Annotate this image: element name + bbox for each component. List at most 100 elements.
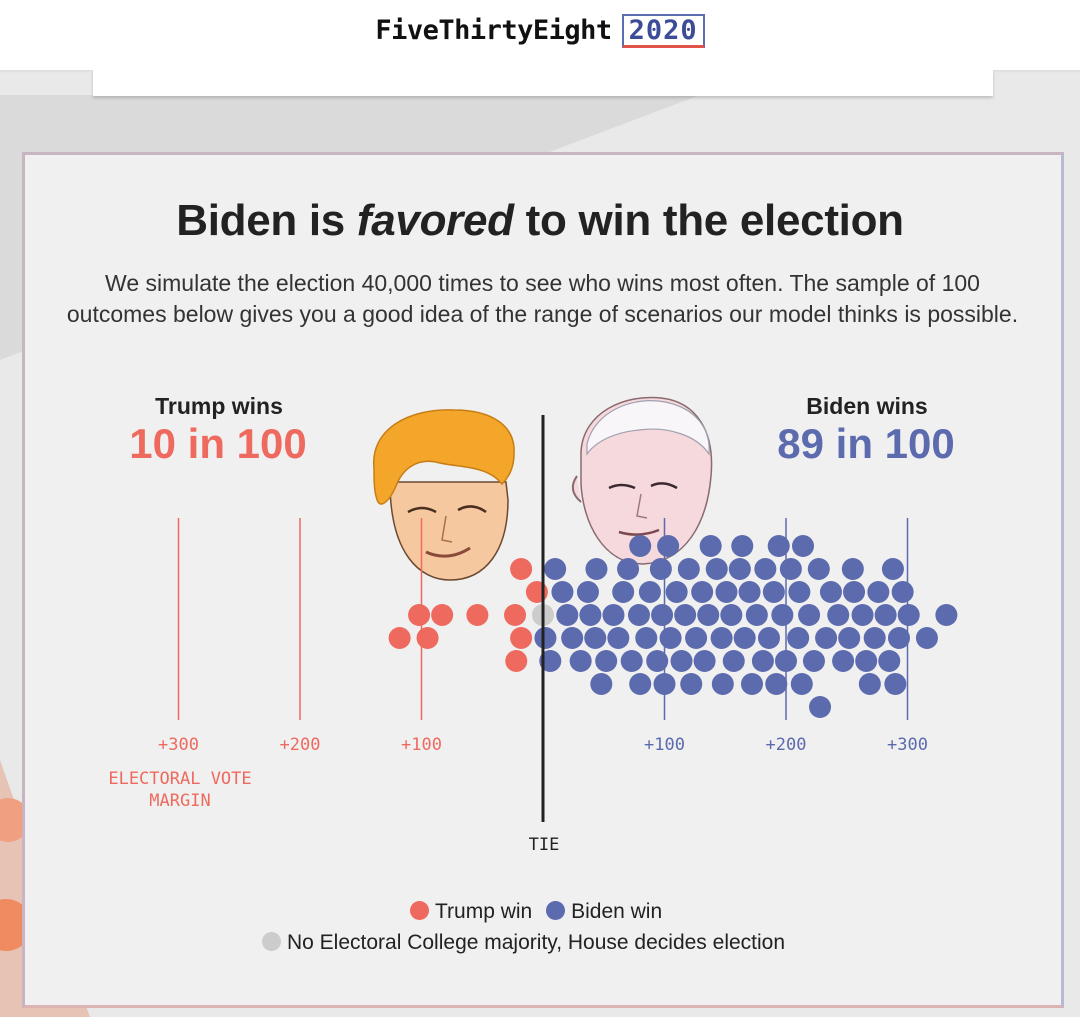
biden-outcome-dot: [765, 673, 788, 695]
biden-outcome-dot: [539, 650, 562, 672]
biden-outcome-dot: [887, 627, 910, 649]
biden-outcome-dot: [915, 627, 938, 649]
biden-outcome-dot: [792, 535, 815, 557]
tie-legend-swatch: [262, 932, 281, 951]
biden-outcome-dot: [595, 650, 618, 672]
x-axis-title: ELECTORAL VOTE MARGIN: [108, 769, 252, 811]
biden-outcome-dot: [779, 558, 802, 580]
brand-name: FiveThirtyEight: [375, 15, 612, 46]
trump-outcome-dot: [431, 604, 454, 626]
biden-outcome-dot: [891, 581, 914, 603]
previous-card: [93, 70, 993, 96]
biden-outcome-dot: [771, 604, 794, 626]
biden-wins-count: 89 in 100: [777, 420, 955, 467]
biden-outcome-dot: [657, 535, 680, 557]
biden-outcome-dot: [534, 627, 557, 649]
site-logo[interactable]: FiveThirtyEight 2020: [0, 14, 1080, 48]
biden-outcome-dot: [585, 558, 608, 580]
biden-outcome-dot: [579, 604, 602, 626]
biden-legend-swatch: [546, 901, 566, 920]
biden-outcome-dot: [602, 604, 625, 626]
biden-outcome-dot: [757, 627, 780, 649]
tie-label: TIE: [528, 835, 560, 855]
biden-outcome-dot: [635, 627, 658, 649]
biden-outcome-dot: [607, 627, 630, 649]
trump-outcome-dot: [416, 627, 439, 649]
biden-outcome-dot: [858, 673, 881, 695]
biden-outcome-dot: [832, 650, 855, 672]
biden-outcome-dot: [722, 650, 745, 672]
top-navigation-bar: FiveThirtyEight 2020: [0, 0, 1080, 70]
trump-outcome-dot: [504, 604, 527, 626]
tie-legend-label: No Electoral College majority, House dec…: [287, 931, 786, 954]
biden-outcome-dot: [561, 627, 584, 649]
biden-outcome-dot: [788, 581, 811, 603]
biden-outcome-dot: [863, 627, 886, 649]
biden-outcome-dot: [649, 558, 672, 580]
trump-outcome-dot: [466, 604, 489, 626]
biden-outcome-dot: [617, 558, 640, 580]
biden-outcome-dot: [680, 673, 703, 695]
biden-outcome-dot: [745, 604, 768, 626]
trump-outcome-dot: [510, 627, 533, 649]
biden-outcome-dot: [629, 535, 652, 557]
brand-year-badge: 2020: [621, 14, 705, 48]
biden-tick-label: +300: [887, 735, 928, 755]
biden-outcome-dot: [841, 558, 864, 580]
biden-outcome-dot: [775, 650, 797, 672]
biden-outcome-dot: [751, 650, 774, 672]
biden-outcome-dot: [711, 673, 734, 695]
title-emphasis: favored: [356, 196, 514, 245]
biden-outcome-dot: [733, 627, 756, 649]
biden-outcome-dot: [798, 604, 821, 626]
trump-outcome-dot: [525, 581, 548, 603]
biden-outcome-dot: [584, 627, 607, 649]
trump-tick-label: +100: [401, 735, 442, 755]
biden-outcome-dot: [851, 604, 874, 626]
biden-outcome-dot: [646, 650, 669, 672]
trump-legend-label: Trump win: [435, 900, 533, 923]
biden-outcome-dot: [674, 604, 697, 626]
biden-outcome-dot: [819, 581, 842, 603]
biden-outcome-dot: [590, 673, 613, 695]
trump-wins-heading: Trump wins: [155, 393, 283, 419]
biden-outcome-dot: [710, 627, 733, 649]
biden-outcome-dot: [897, 604, 920, 626]
biden-outcome-dot: [551, 581, 574, 603]
biden-outcome-dot: [677, 558, 700, 580]
trump-tick-label: +200: [280, 735, 321, 755]
biden-outcome-dot: [691, 581, 714, 603]
trump-portrait-icon: [373, 409, 515, 581]
biden-outcome-dot: [665, 581, 688, 603]
biden-outcome-dot: [629, 673, 652, 695]
trump-legend-swatch: [410, 901, 429, 920]
biden-tick-label: +200: [766, 735, 807, 755]
biden-outcome-dot: [740, 673, 763, 695]
biden-outcome-dot: [867, 581, 890, 603]
biden-outcome-dot: [809, 696, 832, 718]
biden-outcome-dot: [699, 535, 722, 557]
biden-outcome-dot: [576, 581, 599, 603]
biden-outcome-dot: [807, 558, 830, 580]
biden-outcome-dot: [653, 673, 676, 695]
title-part-1: Biden is: [176, 196, 357, 245]
biden-outcome-dot: [787, 627, 810, 649]
biden-outcome-dot: [802, 650, 825, 672]
biden-outcome-dot: [693, 650, 716, 672]
biden-outcome-dot: [697, 604, 720, 626]
biden-outcome-dot: [685, 627, 708, 649]
biden-outcome-dot: [705, 558, 728, 580]
biden-portrait-icon: [571, 396, 713, 565]
intro-text: We simulate the election 40,000 times to…: [66, 270, 1019, 327]
biden-outcome-dot: [544, 558, 567, 580]
biden-outcome-dot: [843, 581, 866, 603]
legend-row-1: Trump win Biden win: [410, 900, 662, 924]
biden-outcome-dot: [731, 535, 754, 557]
biden-outcome-dot: [790, 673, 813, 695]
biden-outcome-dot: [720, 604, 743, 626]
biden-wins-heading: Biden wins: [806, 393, 928, 419]
biden-outcome-dot: [627, 604, 650, 626]
biden-outcome-dot: [728, 558, 751, 580]
trump-outcome-dot: [388, 627, 411, 649]
